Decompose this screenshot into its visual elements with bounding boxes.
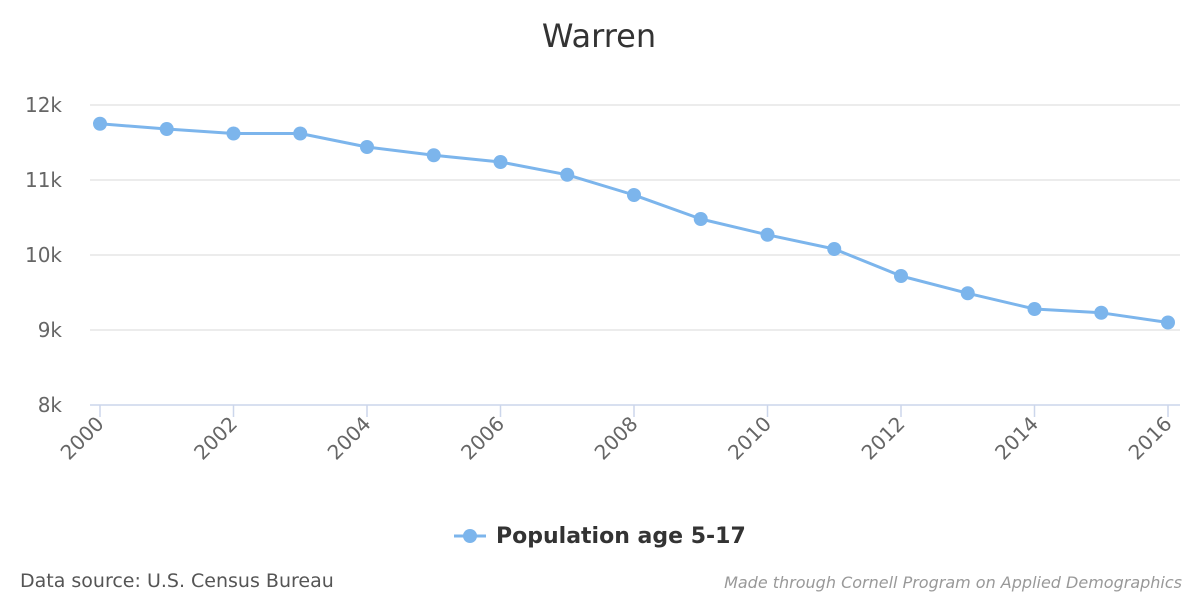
y-tick-label: 10k <box>25 243 62 267</box>
data-point[interactable] <box>293 126 308 141</box>
data-point[interactable] <box>560 167 575 182</box>
data-point[interactable] <box>426 148 441 163</box>
x-tick-label: 2004 <box>323 412 376 465</box>
data-point[interactable] <box>693 212 708 226</box>
data-point[interactable] <box>493 155 508 169</box>
legend-label: Population age 5-17 <box>496 524 746 549</box>
y-tick-label: 11k <box>25 168 62 192</box>
y-tick-label: 12k <box>25 93 62 117</box>
data-point[interactable] <box>159 122 174 136</box>
x-tick-label: 2000 <box>56 412 109 465</box>
x-tick-label: 2002 <box>189 412 242 465</box>
data-point[interactable] <box>627 188 641 202</box>
data-point[interactable] <box>1161 315 1175 330</box>
data-point[interactable] <box>894 269 908 283</box>
chart-title: Warren <box>542 17 656 55</box>
data-source-note: Data source: U.S. Census Bureau <box>20 570 334 592</box>
x-tick-label: 2010 <box>723 412 776 465</box>
series-line <box>98 122 1170 324</box>
data-point[interactable] <box>1027 302 1042 316</box>
data-point[interactable] <box>360 140 374 154</box>
data-point[interactable] <box>960 286 975 301</box>
x-tick-label: 2012 <box>857 412 910 465</box>
y-axis-ticks: 8k 9k 10k 11k 12k <box>25 93 62 417</box>
data-point[interactable] <box>93 116 107 131</box>
x-tick-label: 2014 <box>990 412 1043 465</box>
y-tick-label: 8k <box>38 393 63 417</box>
x-tick-label: 2016 <box>1124 412 1177 465</box>
data-point[interactable] <box>827 242 842 256</box>
y-tick-label: 9k <box>38 318 63 342</box>
x-axis: 2000 2002 2004 2006 2008 2010 2012 2014 2016 <box>56 404 1180 465</box>
credit-note: Made through Cornell Program on Applied … <box>724 573 1182 592</box>
x-tick-label: 2006 <box>456 412 509 465</box>
data-point[interactable] <box>226 126 241 141</box>
legend-marker-symbol <box>463 529 477 543</box>
legend[interactable]: Population age 5-17 <box>454 524 746 549</box>
plot-area <box>93 116 1175 330</box>
gridlines <box>90 104 1180 331</box>
x-tick-label: 2008 <box>590 412 643 465</box>
data-point[interactable] <box>1094 305 1109 320</box>
data-point[interactable] <box>760 227 775 242</box>
